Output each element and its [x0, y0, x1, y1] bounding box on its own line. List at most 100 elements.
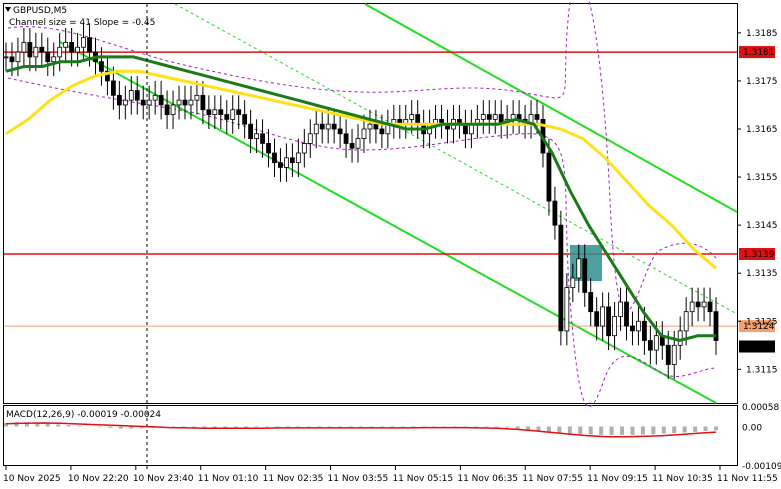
candle-body	[594, 311, 600, 327]
candle-body	[570, 277, 576, 289]
macd-histogram	[4, 422, 718, 438]
moving-averages	[5, 55, 717, 343]
time-tick-label: 11 Nov 03:55	[328, 474, 389, 484]
candle-body	[230, 109, 236, 120]
candle-body	[612, 316, 617, 337]
candle-body	[683, 311, 689, 332]
time-tick-label: 11 Nov 01:10	[198, 474, 259, 484]
candle-body	[69, 42, 75, 53]
channel-indicator-label: Channel size = 41 Slope = -0.45	[9, 18, 155, 28]
candle-body	[624, 301, 629, 327]
candle-body	[236, 109, 242, 115]
current-level-label: 1.3124	[743, 322, 775, 332]
candle-body	[325, 123, 331, 130]
candle-body	[164, 104, 170, 115]
candle-body	[158, 94, 164, 106]
price-panel-frame	[3, 3, 738, 404]
candle-body	[713, 311, 719, 341]
candle-body	[295, 152, 301, 164]
candle-body	[39, 46, 45, 53]
candle-body	[105, 70, 110, 82]
candle-body	[260, 133, 265, 144]
envelope-upper	[7, 0, 717, 312]
macd-tick-label: 0.00058	[742, 403, 779, 413]
candle-body	[289, 157, 295, 164]
envelope-lower	[7, 77, 717, 407]
candle-body	[307, 133, 313, 144]
candle-body	[116, 94, 122, 106]
level-price-label-1: 1.3139	[743, 250, 775, 260]
candle-body	[552, 200, 558, 226]
triangle-down-icon	[5, 7, 11, 12]
candle-body	[331, 123, 337, 130]
time-tick-label: 11 Nov 11:55	[717, 474, 778, 484]
level-price-tag-1	[739, 247, 775, 260]
candle-body	[343, 133, 349, 144]
candle-body	[146, 99, 152, 106]
price-axis: 1.3185 1.3175 1.3165 1.3155 1.3145 1.3135 1.31…	[737, 29, 778, 375]
candle-body	[218, 109, 224, 115]
candle-body	[665, 344, 671, 365]
price-tick-label: 1.3125	[746, 317, 778, 327]
moving-average-fast	[5, 55, 716, 343]
candle-body	[558, 224, 564, 332]
candle-body	[33, 46, 39, 58]
time-tick-label: 11 Nov 10:35	[652, 474, 713, 484]
candle-body	[695, 301, 701, 308]
candle-body	[361, 128, 367, 140]
candle-body	[27, 42, 33, 58]
macd-tick-label: 0.00	[742, 423, 762, 433]
candle-body	[564, 287, 570, 332]
candle-body	[409, 114, 415, 120]
candle-body	[110, 80, 116, 96]
candle-body	[480, 114, 486, 120]
candle-body	[170, 104, 176, 115]
candle-body	[57, 46, 63, 58]
price-tick-label: 1.3165	[746, 125, 778, 135]
candlesticks	[3, 23, 719, 379]
candle-body	[534, 114, 540, 120]
candle-body	[636, 320, 641, 332]
candle-body	[3, 56, 9, 59]
candle-body	[349, 143, 355, 149]
last-price-label: 1.3121	[743, 343, 775, 353]
candle-body	[284, 157, 289, 168]
candle-body	[677, 330, 683, 346]
price-tick-label: 1.3185	[746, 29, 778, 39]
candle-body	[224, 114, 230, 120]
candle-body	[486, 114, 492, 120]
time-tick-label: 11 Nov 02:35	[263, 474, 324, 484]
candle-body	[272, 152, 277, 164]
candle-body	[45, 51, 51, 63]
candle-body	[134, 90, 140, 101]
candle-body	[75, 46, 80, 53]
price-envelope	[7, 0, 717, 407]
price-tick-label: 1.3135	[746, 269, 778, 279]
candle-body	[99, 61, 104, 72]
price-tick-label: 1.3115	[746, 365, 778, 375]
candle-body	[606, 306, 612, 337]
macd-panel-frame	[3, 405, 738, 466]
candle-body	[152, 94, 158, 101]
candle-body	[194, 94, 200, 101]
candle-body	[122, 99, 128, 106]
macd-axis: 0.00058 0.00 -0.00109	[742, 403, 781, 472]
current-level-tag	[739, 320, 775, 333]
candle-body	[582, 258, 588, 293]
candle-body	[600, 306, 606, 327]
channel-middle-line	[174, 3, 738, 315]
time-tick-label: 10 Nov 23:40	[133, 474, 194, 484]
candle-body	[182, 99, 188, 106]
macd-label: MACD(12,26,9) -0.00019 -0.00024	[6, 410, 161, 420]
candle-body	[200, 94, 206, 111]
price-tick-label: 1.3155	[746, 173, 778, 183]
candle-body	[301, 143, 307, 154]
candle-body	[618, 301, 623, 317]
time-tick-label: 11 Nov 06:35	[457, 474, 518, 484]
candle-body	[278, 162, 283, 168]
price-tick-label: 1.3145	[746, 221, 778, 231]
candle-body	[355, 138, 361, 149]
candle-body	[266, 143, 271, 154]
candle-body	[128, 90, 134, 101]
time-tick-label: 11 Nov 05:15	[392, 474, 453, 484]
